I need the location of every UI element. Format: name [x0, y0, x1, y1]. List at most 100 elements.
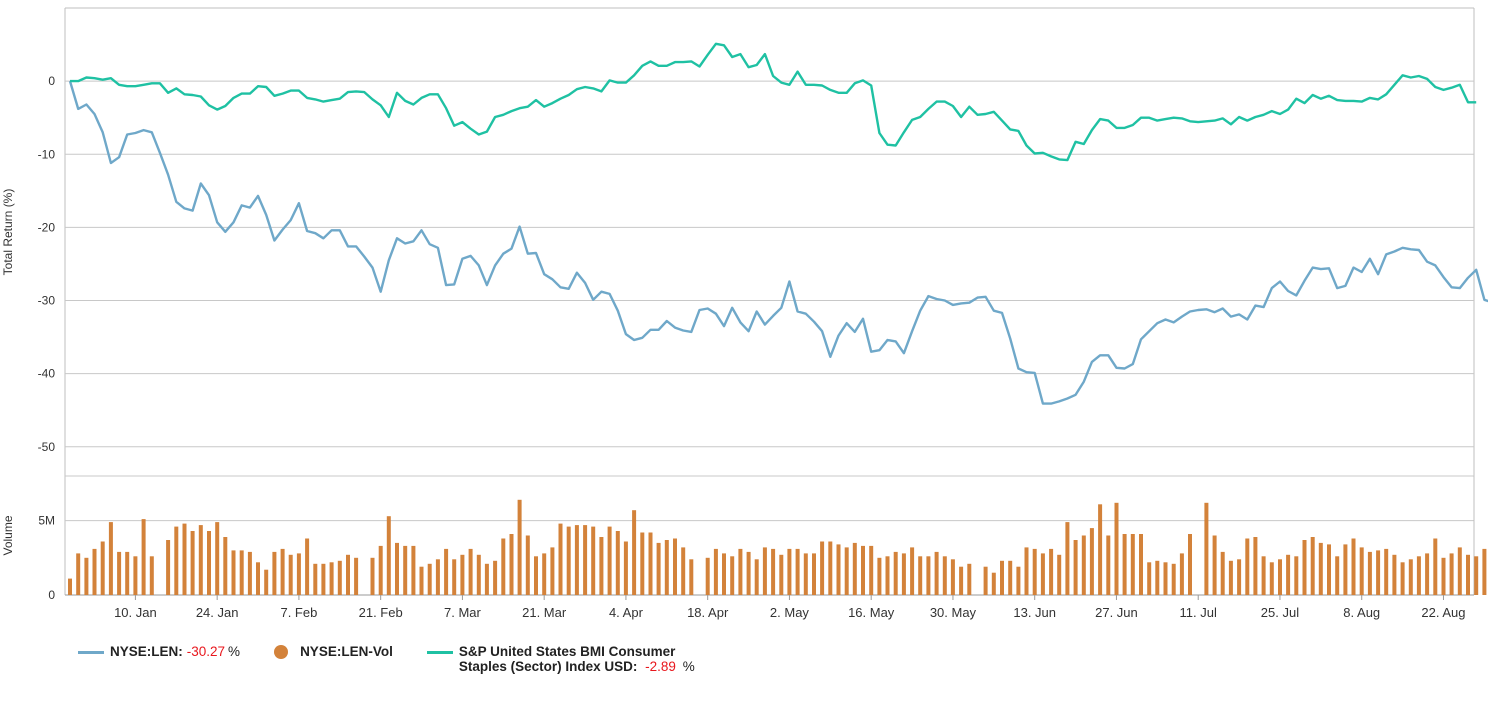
- volume-bar[interactable]: [730, 556, 735, 595]
- volume-bar[interactable]: [76, 553, 81, 595]
- volume-bar[interactable]: [656, 542, 661, 595]
- volume-bar[interactable]: [983, 566, 988, 595]
- volume-bar[interactable]: [223, 537, 228, 595]
- volume-bar[interactable]: [1163, 562, 1168, 595]
- volume-bar[interactable]: [427, 563, 432, 595]
- volume-bar[interactable]: [92, 548, 97, 595]
- volume-bar[interactable]: [1384, 548, 1389, 595]
- volume-bar[interactable]: [1367, 551, 1372, 595]
- volume-bar[interactable]: [182, 523, 187, 595]
- volume-bar[interactable]: [591, 526, 596, 595]
- volume-bar[interactable]: [1433, 538, 1438, 596]
- legend-item-len[interactable]: NYSE:LEN: -30.27 %: [78, 644, 240, 659]
- volume-bar[interactable]: [403, 545, 408, 595]
- volume-bar[interactable]: [1392, 554, 1397, 595]
- volume-bar[interactable]: [664, 540, 669, 595]
- volume-bar[interactable]: [615, 531, 620, 595]
- volume-bar[interactable]: [1204, 502, 1209, 595]
- volume-bar[interactable]: [329, 562, 334, 595]
- series-line-0[interactable]: [68, 80, 1488, 405]
- volume-bar[interactable]: [754, 559, 759, 595]
- volume-bar[interactable]: [1474, 556, 1479, 595]
- volume-bar[interactable]: [583, 525, 588, 595]
- volume-bar[interactable]: [476, 554, 481, 595]
- volume-bar[interactable]: [247, 551, 252, 595]
- volume-bar[interactable]: [1302, 540, 1307, 595]
- volume-bar[interactable]: [108, 522, 113, 595]
- volume-bar[interactable]: [910, 547, 915, 595]
- volume-bar[interactable]: [68, 578, 72, 595]
- volume-bar[interactable]: [190, 531, 195, 595]
- volume-bar[interactable]: [264, 569, 269, 595]
- volume-bar[interactable]: [313, 563, 318, 595]
- volume-bar[interactable]: [149, 556, 154, 595]
- volume-bar[interactable]: [378, 545, 383, 595]
- volume-bar[interactable]: [550, 547, 555, 595]
- volume-bar[interactable]: [1089, 528, 1094, 595]
- volume-bar[interactable]: [1139, 534, 1143, 595]
- volume-bar[interactable]: [1040, 553, 1045, 595]
- volume-bar[interactable]: [640, 532, 645, 596]
- volume-bar[interactable]: [1416, 556, 1421, 595]
- volume-bar[interactable]: [411, 545, 416, 595]
- volume-bar[interactable]: [1024, 547, 1029, 595]
- volume-bar[interactable]: [1376, 550, 1381, 595]
- volume-bar[interactable]: [198, 525, 203, 595]
- volume-bar[interactable]: [501, 538, 506, 596]
- volume-bar[interactable]: [133, 556, 138, 595]
- volume-bar[interactable]: [321, 563, 326, 595]
- volume-bar[interactable]: [918, 556, 923, 595]
- volume-bar[interactable]: [354, 557, 359, 595]
- volume-bar[interactable]: [1057, 554, 1062, 595]
- legend-item-index[interactable]: S&P United States BMI Consumer Staples (…: [426, 644, 709, 674]
- volume-bar[interactable]: [795, 548, 800, 595]
- volume-bar[interactable]: [1441, 557, 1446, 595]
- volume-bar[interactable]: [1318, 542, 1323, 595]
- volume-bar[interactable]: [1220, 551, 1225, 595]
- volume-bar[interactable]: [174, 526, 179, 595]
- volume-bar[interactable]: [534, 556, 538, 595]
- volume-bar[interactable]: [869, 545, 874, 595]
- volume-bar[interactable]: [1327, 544, 1331, 595]
- volume-bar[interactable]: [1253, 537, 1258, 595]
- volume-bar[interactable]: [386, 516, 391, 595]
- volume-bar[interactable]: [803, 553, 808, 595]
- volume-bar[interactable]: [820, 541, 825, 596]
- volume-bar[interactable]: [771, 548, 776, 595]
- volume-bar[interactable]: [1016, 566, 1021, 595]
- volume-bar[interactable]: [337, 560, 342, 595]
- volume-bar[interactable]: [166, 540, 171, 595]
- volume-bar[interactable]: [452, 559, 457, 595]
- volume-bar[interactable]: [746, 551, 751, 595]
- volume-bar[interactable]: [256, 562, 260, 595]
- volume-bar[interactable]: [1032, 548, 1037, 595]
- volume-bar[interactable]: [844, 547, 849, 595]
- volume-bar[interactable]: [599, 537, 604, 595]
- volume-bar[interactable]: [959, 566, 964, 595]
- volume-bar[interactable]: [100, 541, 105, 596]
- volume-bar[interactable]: [1171, 563, 1176, 595]
- volume-bar[interactable]: [648, 532, 653, 596]
- volume-bar[interactable]: [1049, 548, 1054, 595]
- volume-bar[interactable]: [1008, 560, 1013, 595]
- volume-bar[interactable]: [852, 542, 857, 595]
- volume-bar[interactable]: [1098, 504, 1103, 595]
- volume-bar[interactable]: [1482, 548, 1487, 595]
- volume-bar[interactable]: [484, 563, 489, 595]
- volume-bar[interactable]: [141, 519, 146, 595]
- volume-bar[interactable]: [1065, 522, 1070, 595]
- volume-bar[interactable]: [346, 554, 350, 595]
- volume-bar[interactable]: [877, 557, 882, 595]
- volume-bar[interactable]: [1114, 502, 1119, 595]
- volume-bar[interactable]: [1335, 556, 1340, 595]
- volume-bar[interactable]: [1081, 535, 1086, 596]
- volume-bar[interactable]: [1122, 534, 1127, 595]
- volume-bar[interactable]: [1359, 547, 1364, 595]
- volume-bar[interactable]: [117, 551, 122, 595]
- volume-bar[interactable]: [207, 531, 211, 595]
- volume-bar[interactable]: [125, 551, 130, 595]
- volume-bar[interactable]: [1237, 559, 1242, 595]
- volume-bar[interactable]: [1155, 560, 1160, 595]
- volume-bar[interactable]: [689, 559, 694, 595]
- volume-bar[interactable]: [893, 551, 898, 595]
